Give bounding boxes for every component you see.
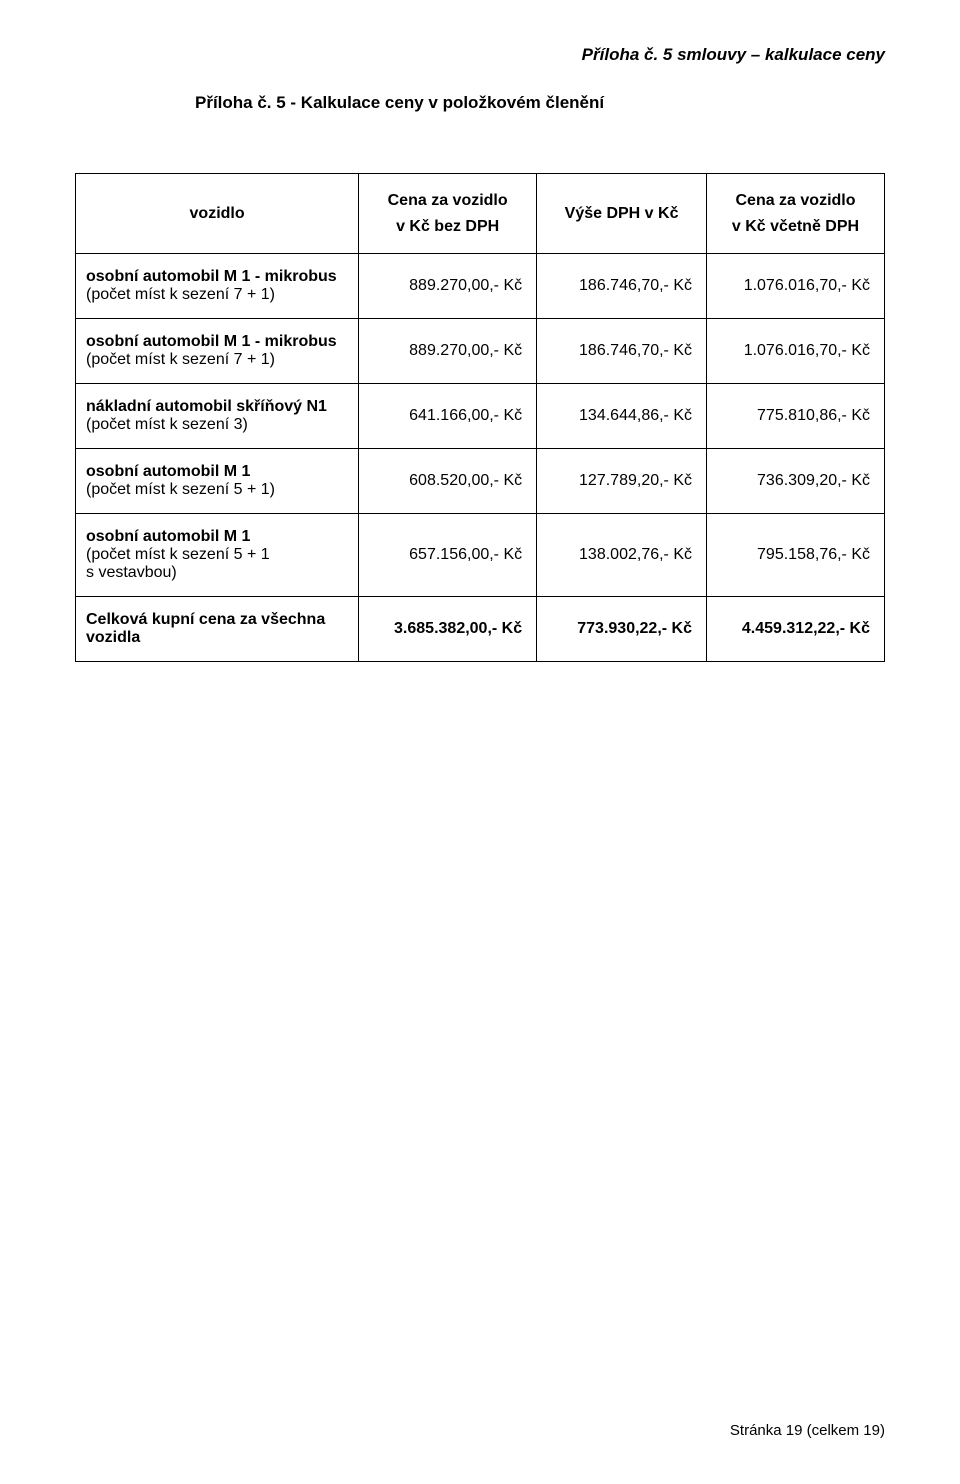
cell-vcetne-dph: 1.076.016,70,- Kč xyxy=(707,319,885,384)
attachment-header: Příloha č. 5 smlouvy – kalkulace ceny xyxy=(75,45,885,65)
table-total-row: Celková kupní cena za všechnavozidla 3.6… xyxy=(76,597,885,662)
col-header-vcetne-dph: Cena za vozidlo v Kč včetně DPH xyxy=(707,174,885,254)
row-label-sub: (počet míst k sezení 7 + 1) xyxy=(86,351,275,368)
col-header-dph: Výše DPH v Kč xyxy=(537,174,707,254)
table-row: osobní automobil M 1 (počet míst k sezen… xyxy=(76,449,885,514)
cell-bez-dph: 608.520,00,- Kč xyxy=(359,449,537,514)
page-footer: Stránka 19 (celkem 19) xyxy=(730,1422,885,1439)
row-label-bold: osobní automobil M 1 - mikrobus xyxy=(86,268,337,285)
cell-vcetne-dph: 1.076.016,70,- Kč xyxy=(707,254,885,319)
col-header-text: v Kč bez DPH xyxy=(369,214,526,240)
col-header-text: vozidlo xyxy=(86,201,348,227)
cell-dph: 138.002,76,- Kč xyxy=(537,514,707,597)
row-label-sub: (počet míst k sezení 3) xyxy=(86,416,248,433)
row-label-bold: osobní automobil M 1 xyxy=(86,528,250,545)
row-label-bold: osobní automobil M 1 xyxy=(86,463,250,480)
total-bez-dph: 3.685.382,00,- Kč xyxy=(359,597,537,662)
page-subtitle: Příloha č. 5 - Kalkulace ceny v položkov… xyxy=(195,93,885,113)
row-label-sub: (počet míst k sezení 7 + 1) xyxy=(86,286,275,303)
cell-bez-dph: 889.270,00,- Kč xyxy=(359,254,537,319)
table-header-row: vozidlo Cena za vozidlo v Kč bez DPH Výš… xyxy=(76,174,885,254)
table-body: osobní automobil M 1 - mikrobus (počet m… xyxy=(76,254,885,662)
cell-bez-dph: 889.270,00,- Kč xyxy=(359,319,537,384)
total-label-bold: Celková kupní cena za všechnavozidla xyxy=(86,611,325,646)
cell-bez-dph: 657.156,00,- Kč xyxy=(359,514,537,597)
table-row: nákladní automobil skříňový N1 (počet mí… xyxy=(76,384,885,449)
row-label-bold: nákladní automobil skříňový N1 xyxy=(86,398,327,415)
total-dph: 773.930,22,- Kč xyxy=(537,597,707,662)
cell-dph: 134.644,86,- Kč xyxy=(537,384,707,449)
row-label-sub: (počet míst k sezení 5 + 1) xyxy=(86,481,275,498)
cell-bez-dph: 641.166,00,- Kč xyxy=(359,384,537,449)
cell-dph: 186.746,70,- Kč xyxy=(537,319,707,384)
row-label: osobní automobil M 1 - mikrobus (počet m… xyxy=(76,319,359,384)
price-table: vozidlo Cena za vozidlo v Kč bez DPH Výš… xyxy=(75,173,885,662)
col-header-vozidlo: vozidlo xyxy=(76,174,359,254)
total-vcetne-dph: 4.459.312,22,- Kč xyxy=(707,597,885,662)
col-header-text: Cena za vozidlo xyxy=(369,188,526,214)
cell-dph: 186.746,70,- Kč xyxy=(537,254,707,319)
row-label-sub: (počet míst k sezení 5 + 1s vestavbou) xyxy=(86,546,270,581)
row-label: osobní automobil M 1 (počet míst k sezen… xyxy=(76,514,359,597)
col-header-text: v Kč včetně DPH xyxy=(717,214,874,240)
row-label-bold: osobní automobil M 1 - mikrobus xyxy=(86,333,337,350)
cell-vcetne-dph: 795.158,76,- Kč xyxy=(707,514,885,597)
row-label: osobní automobil M 1 - mikrobus (počet m… xyxy=(76,254,359,319)
row-label: osobní automobil M 1 (počet míst k sezen… xyxy=(76,449,359,514)
cell-vcetne-dph: 775.810,86,- Kč xyxy=(707,384,885,449)
table-row: osobní automobil M 1 - mikrobus (počet m… xyxy=(76,319,885,384)
table-row: osobní automobil M 1 (počet míst k sezen… xyxy=(76,514,885,597)
row-label: nákladní automobil skříňový N1 (počet mí… xyxy=(76,384,359,449)
col-header-bez-dph: Cena za vozidlo v Kč bez DPH xyxy=(359,174,537,254)
table-row: osobní automobil M 1 - mikrobus (počet m… xyxy=(76,254,885,319)
total-label: Celková kupní cena za všechnavozidla xyxy=(76,597,359,662)
col-header-text: Cena za vozidlo xyxy=(717,188,874,214)
cell-vcetne-dph: 736.309,20,- Kč xyxy=(707,449,885,514)
col-header-text: Výše DPH v Kč xyxy=(547,201,696,227)
cell-dph: 127.789,20,- Kč xyxy=(537,449,707,514)
